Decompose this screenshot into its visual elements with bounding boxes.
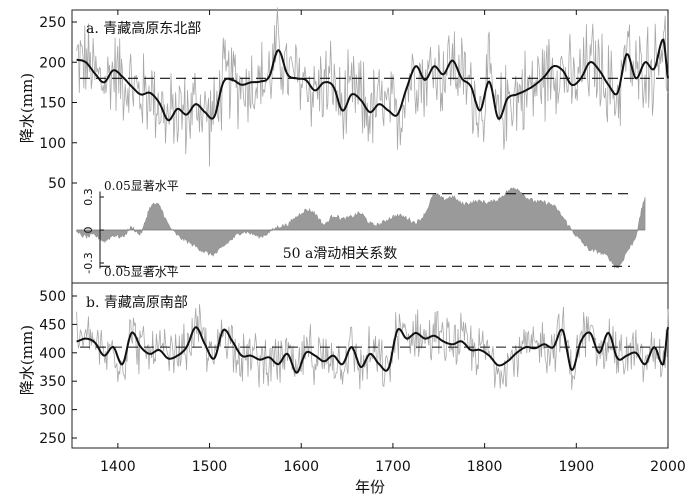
panel-b: 250 300 350 400 450 500 b. 青藏高原南部 降水(mm) [18,289,669,447]
panel-b-y-tick-label: 450 [39,317,66,333]
x-tick-label: 1700 [375,459,411,475]
x-axis-label: 年份 [355,478,385,496]
correlation-y-tick-label: 0.3 [82,188,95,206]
panel-b-y-axis-label: 降水(mm) [18,325,36,395]
panel-a-y-tick-label: 100 [39,136,66,152]
x-tick-label: 1600 [283,459,319,475]
panel-a-y-tick-label: 200 [39,55,66,71]
panel-b-frame [71,282,669,449]
panel-a-raw-line [76,7,669,167]
correlation-area [76,187,646,270]
x-tick-label: 2000 [650,459,686,475]
panel-b-y-tick-label: 350 [39,374,66,390]
panel-a-y-axis-label: 降水(mm) [18,73,36,143]
panel-b-y-ticks: 250 300 350 400 450 500 [39,289,77,447]
panel-b-smooth-series [76,326,669,374]
x-axis-ticks: 1400 1500 1600 1700 1800 1900 2000 [100,10,686,475]
panel-a-smooth-series [76,38,669,122]
panel-a-y-tick-label: 150 [39,96,66,112]
panel-a-raw-series [76,7,669,167]
panel-a-y-ticks: 50 100 150 200 250 [39,15,77,192]
correlation-panel: -0.3 0 0.3 0.05显著水平 0.05显著水平 50 a滑动相关系数 [76,179,646,279]
panel-a-frame [71,9,669,284]
x-tick-label: 1900 [558,459,594,475]
panel-a-y-tick-label: 250 [39,15,66,31]
correlation-y-tick-label: -0.3 [82,252,95,273]
panel-b-y-tick-label: 400 [39,346,66,362]
panel-b-y-tick-label: 500 [39,289,66,305]
correlation-label: 50 a滑动相关系数 [283,245,398,262]
significance-label-upper: 0.05显著水平 [104,179,179,193]
x-tick-label: 1800 [467,459,503,475]
x-tick-label: 1400 [100,459,136,475]
panel-b-y-tick-label: 300 [39,403,66,419]
x-tick-label: 1500 [192,459,228,475]
panel-a-y-tick-label: 50 [48,176,66,192]
correlation-y-ticks: -0.3 0 0.3 [82,188,104,274]
panel-a-title: a. 青藏高原东北部 [86,20,201,37]
panel-b-y-tick-label: 250 [39,431,66,447]
panel-a: 50 100 150 200 250 a. 青藏高原东北部 降水(mm) [18,7,669,192]
panel-b-title: b. 青藏高原南部 [86,294,188,311]
significance-label-lower: 0.05显著水平 [104,265,179,279]
correlation-y-tick-label: 0 [82,227,95,234]
